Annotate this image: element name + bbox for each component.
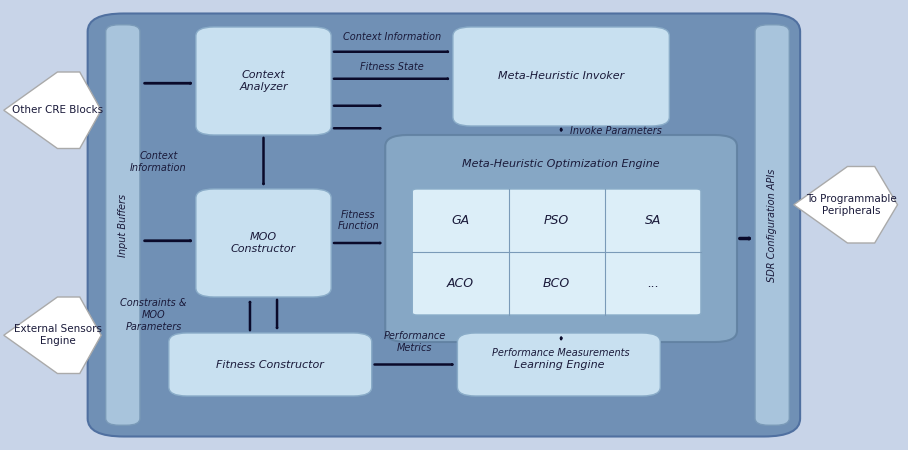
Text: Constraints &
MOO
Parameters: Constraints & MOO Parameters: [121, 298, 187, 332]
Text: Meta-Heuristic Optimization Engine: Meta-Heuristic Optimization Engine: [462, 159, 660, 169]
Text: Invoke Parameters: Invoke Parameters: [570, 126, 662, 135]
FancyBboxPatch shape: [196, 27, 331, 135]
Polygon shape: [794, 166, 897, 243]
Text: Fitness
Function: Fitness Function: [338, 210, 379, 231]
FancyBboxPatch shape: [412, 189, 701, 315]
FancyBboxPatch shape: [169, 333, 371, 396]
Text: GA: GA: [451, 214, 469, 227]
Text: Meta-Heuristic Invoker: Meta-Heuristic Invoker: [498, 72, 624, 81]
FancyBboxPatch shape: [755, 25, 789, 425]
FancyBboxPatch shape: [196, 189, 331, 297]
Text: ACO: ACO: [447, 277, 474, 290]
Text: PSO: PSO: [544, 214, 569, 227]
FancyBboxPatch shape: [453, 27, 669, 126]
Polygon shape: [4, 297, 101, 374]
FancyBboxPatch shape: [105, 25, 140, 425]
Polygon shape: [4, 72, 101, 148]
Text: Input Buffers: Input Buffers: [118, 194, 128, 256]
Text: MOO
Constructor: MOO Constructor: [231, 232, 296, 254]
Text: External Sensors
Engine: External Sensors Engine: [14, 324, 102, 346]
Text: SA: SA: [645, 214, 661, 227]
Text: ...: ...: [646, 277, 659, 290]
Text: Performance
Metrics: Performance Metrics: [383, 331, 446, 353]
Text: Context Information: Context Information: [343, 32, 441, 42]
Text: Context
Information: Context Information: [130, 151, 187, 173]
Text: Fitness State: Fitness State: [360, 62, 424, 72]
Text: Other CRE Blocks: Other CRE Blocks: [13, 105, 104, 115]
FancyBboxPatch shape: [88, 14, 800, 436]
Text: Fitness Constructor: Fitness Constructor: [216, 360, 324, 369]
Text: BCO: BCO: [543, 277, 570, 290]
Text: Learning Engine: Learning Engine: [514, 360, 604, 369]
FancyBboxPatch shape: [458, 333, 660, 396]
Text: To Programmable
Peripherals: To Programmable Peripherals: [805, 194, 896, 216]
FancyBboxPatch shape: [385, 135, 737, 342]
Text: SDR Configuration APIs: SDR Configuration APIs: [767, 168, 777, 282]
Text: Context
Analyzer: Context Analyzer: [239, 70, 288, 92]
Text: Performance Measurements: Performance Measurements: [492, 348, 630, 358]
